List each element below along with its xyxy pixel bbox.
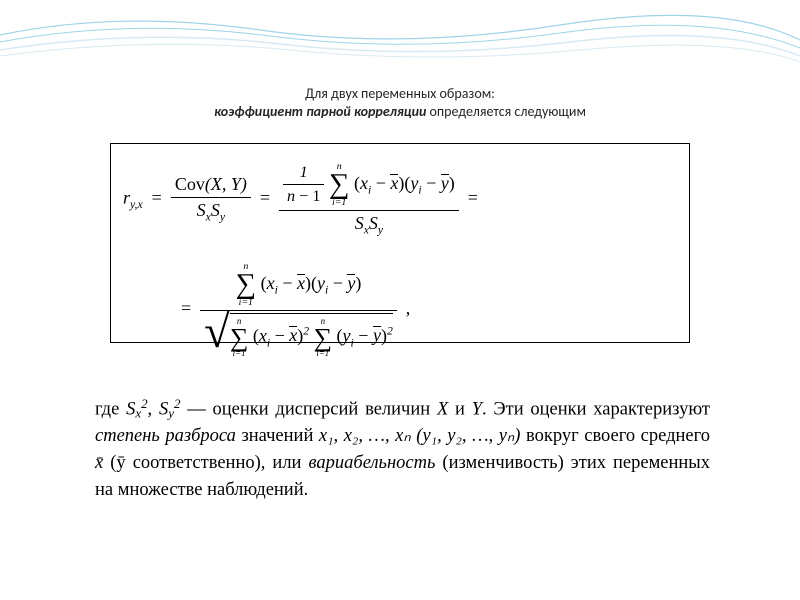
Sx-2: S	[355, 213, 364, 233]
Sy2: S	[159, 399, 168, 419]
sum-1: n ∑ i=1	[329, 162, 350, 208]
Sy-2: S	[369, 213, 378, 233]
Sx: S	[197, 200, 206, 220]
title-line2-rest: определяется следующим	[426, 103, 586, 120]
cov-args: (X, Y)	[205, 174, 247, 194]
sqrt-body: n ∑ i=1 (xi − x)2 n ∑ i=1 (yi − y)2	[230, 313, 393, 358]
sqrt-icon: √	[204, 323, 230, 342]
Sy: S	[211, 200, 220, 220]
frac-expanded: 1 n − 1 n ∑ i=1 (xi − x)(yi − y) SxSy	[279, 162, 459, 236]
sum-3: n ∑ i=1	[230, 317, 248, 358]
sum-2: n ∑ i=1	[236, 262, 257, 308]
title-term: коэффициент парной корреляции	[214, 103, 426, 120]
trailing-comma: ,	[406, 298, 411, 318]
italic-variab: вариабельность	[309, 453, 436, 473]
frac-cov: Cov(X, Y) SxSy	[171, 174, 251, 224]
top-wave-decoration	[0, 0, 800, 70]
r-subscript: y,x	[130, 198, 143, 211]
minus-one: − 1	[295, 187, 320, 205]
formula-line-2: = n ∑ i=1 (xi − x)(yi − y) √ n ∑ i=1 (xi	[181, 262, 410, 358]
frac-final: n ∑ i=1 (xi − x)(yi − y) √ n ∑ i=1 (xi −…	[200, 262, 397, 358]
Sx2: S	[126, 399, 135, 419]
Sy-sub: y	[220, 211, 225, 224]
eq-4: =	[181, 298, 191, 318]
explanation-paragraph: где Sx2, Sy2 — оценки дисперсий величин …	[95, 395, 710, 504]
n: n	[287, 187, 295, 205]
italic-razbros: степень разброса	[95, 426, 236, 446]
one: 1	[283, 163, 324, 185]
frac-1-over-n-1: 1 n − 1	[283, 163, 324, 206]
r-symbol: r	[123, 187, 130, 207]
sequence: x₁, x₂, …, xₙ (y₁, y₂, …, yₙ)	[319, 426, 521, 446]
sum-4: n ∑ i=1	[314, 317, 332, 358]
exp-after-symbols: — оценки дисперсий величин	[180, 399, 437, 419]
eq-3: =	[468, 187, 478, 207]
cov-label: Cov	[175, 174, 205, 194]
exp-sent1-end: . Эти оценки харак­теризуют	[482, 399, 710, 419]
formula-box: ry,x = Cov(X, Y) SxSy = 1 n − 1 n ∑ i=1 …	[110, 143, 690, 343]
exp-prefix: где	[95, 399, 126, 419]
title-line1: Для двух переменных образом:	[305, 85, 495, 102]
eq-1: =	[152, 187, 162, 207]
formula-line-1: ry,x = Cov(X, Y) SxSy = 1 n − 1 n ∑ i=1 …	[123, 162, 478, 236]
eq-2: =	[260, 187, 270, 207]
slide-title: Для двух переменных образом: коэффициент…	[0, 85, 800, 121]
